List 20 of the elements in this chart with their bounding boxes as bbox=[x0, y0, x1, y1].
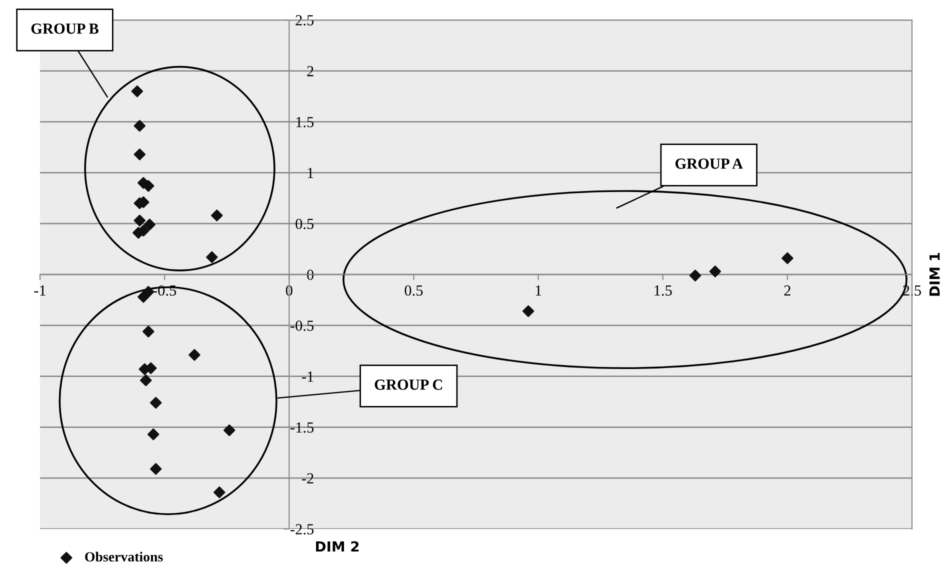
x-tick-label: 1.5 bbox=[654, 285, 672, 296]
y-tick-label: -1.5 bbox=[290, 422, 314, 433]
legend-label: Observations bbox=[85, 552, 163, 562]
y-axis-title: DIM 1 bbox=[930, 252, 940, 296]
y-tick-label: 1.5 bbox=[296, 117, 314, 128]
y-tick-label: 0.5 bbox=[296, 218, 314, 230]
annotation: GROUP A bbox=[675, 158, 743, 169]
x-tick-label: -1 bbox=[34, 285, 46, 296]
x-tick-label: 1 bbox=[536, 285, 542, 296]
annotation: GROUP C bbox=[374, 380, 442, 390]
x-tick-label: 0.5 bbox=[404, 285, 423, 296]
y-tick-label: -2.5 bbox=[290, 524, 314, 535]
y-tick-label: -1 bbox=[302, 372, 314, 382]
y-tick-label: 1 bbox=[308, 168, 314, 178]
x-tick-label: 2 bbox=[784, 285, 790, 296]
y-tick-label: -2 bbox=[302, 473, 314, 484]
x-axis-title: DIM 2 bbox=[316, 541, 359, 552]
annotation: GROUP B bbox=[31, 24, 99, 34]
y-tick-label: -0.5 bbox=[290, 320, 314, 331]
y-tick-label: 2 bbox=[307, 66, 314, 76]
